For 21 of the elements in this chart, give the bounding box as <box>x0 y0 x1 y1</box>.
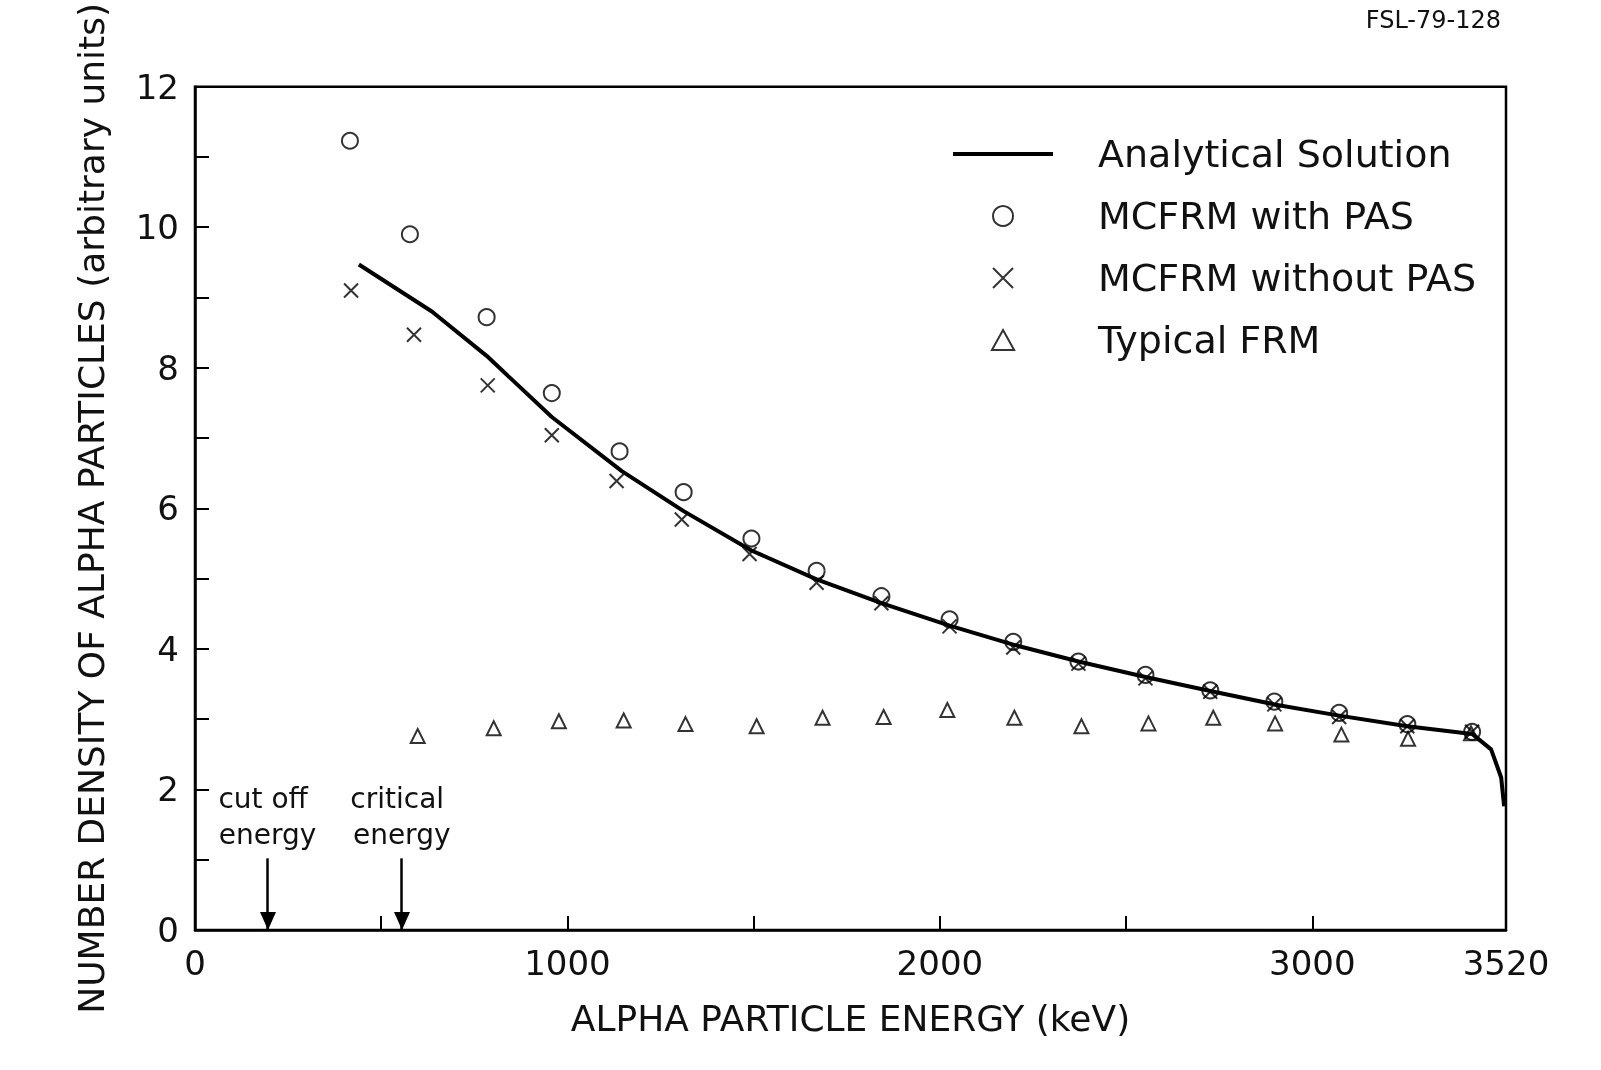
y-tick-label: 6 <box>157 488 179 529</box>
y-tick-label: 2 <box>157 769 179 810</box>
text: FSL-79-128 <box>1365 6 1501 34</box>
y-tick-label: 12 <box>135 66 179 107</box>
legend-label: Analytical Solution <box>1098 132 1452 176</box>
ref-line-label: cut off energy <box>218 781 317 851</box>
ref-line-label: critical energy <box>350 781 454 851</box>
y-axis-title: NUMBER DENSITY OF ALPHA PARTICLES (arbitrary units) <box>70 3 112 1014</box>
y-tick-label: 4 <box>157 628 179 669</box>
x-axis-title: ALPHA PARTICLE ENERGY (keV) <box>570 997 1131 1039</box>
legend-label: Typical FRM <box>1097 318 1321 362</box>
legend-label: MCFRM without PAS <box>1098 256 1477 300</box>
y-tick-label: 0 <box>157 910 179 950</box>
y-tick-label: 8 <box>157 347 179 388</box>
x-tick-label: 2000 <box>896 943 984 983</box>
x-tick-label: 3000 <box>1269 943 1356 983</box>
legend-label: MCFRM with PAS <box>1098 194 1414 238</box>
x-tick-label: 0 <box>184 943 206 983</box>
x-tick-label: 1000 <box>524 943 611 983</box>
x-tick-label: 3520 <box>1462 943 1550 983</box>
y-tick-label: 10 <box>135 207 179 248</box>
